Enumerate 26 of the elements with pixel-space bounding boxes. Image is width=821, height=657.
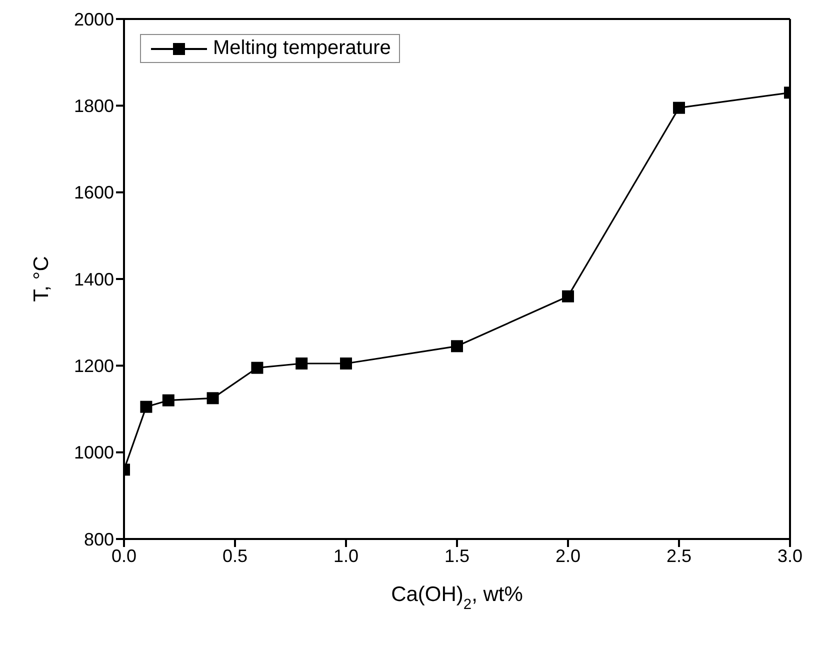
- y-tick-label: 1600: [74, 182, 114, 203]
- point: [251, 362, 264, 374]
- x-tick-label: 1.5: [444, 546, 470, 566]
- y-tick-label: 1800: [74, 96, 114, 116]
- x-tick-label: 3.0: [777, 546, 803, 566]
- y-tick-label: 2000: [74, 9, 114, 30]
- x-tick-label: 2.5: [666, 546, 692, 566]
- y-tick-label: 800: [84, 529, 114, 550]
- y-axis-title: T, °C: [30, 256, 53, 302]
- x-tick-label: 2.0: [555, 546, 581, 566]
- point: [340, 358, 352, 370]
- x-tick-label: 0.5: [222, 546, 248, 566]
- x-tick-label: 0.0: [111, 546, 137, 566]
- point: [451, 340, 463, 352]
- y-tick-label: 1000: [74, 442, 114, 463]
- point: [206, 392, 219, 404]
- y-tick-label: 1400: [74, 269, 114, 290]
- y-tick-label: 1200: [74, 356, 114, 376]
- point: [296, 358, 308, 370]
- point: [673, 102, 685, 114]
- legend-label: Melting temperature: [213, 37, 391, 60]
- point: [562, 290, 574, 302]
- point: [140, 400, 152, 413]
- x-tick-label: 1.0: [333, 546, 359, 566]
- x-axis-title: Ca(OH)$_{2}$, wt%: [391, 583, 523, 613]
- point: [162, 394, 174, 406]
